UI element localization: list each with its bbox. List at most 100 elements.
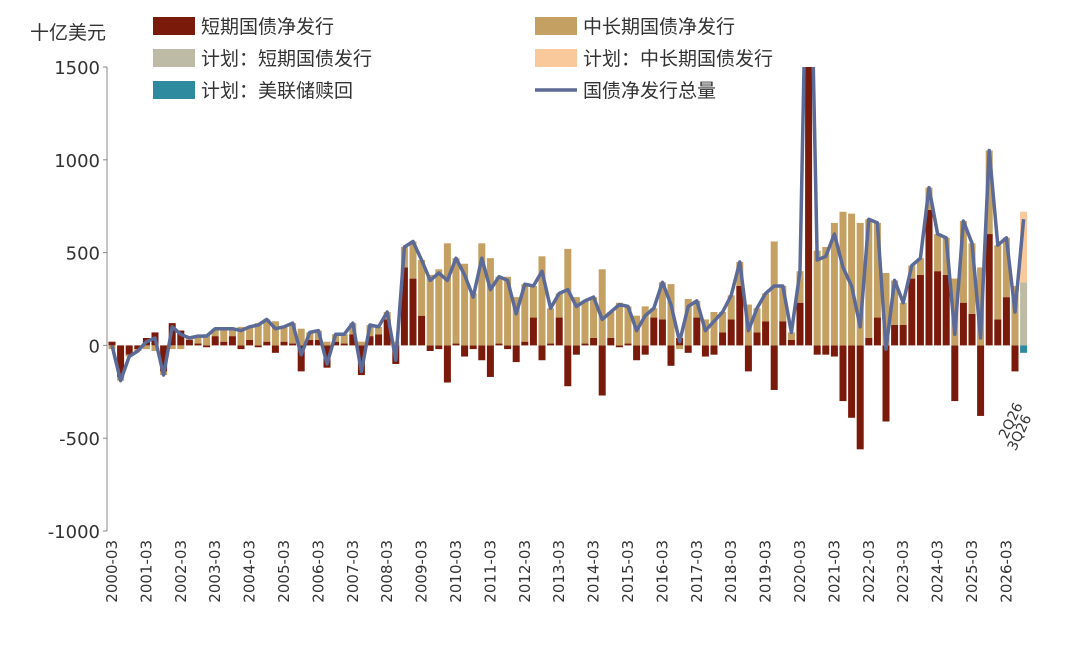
bar (237, 326, 245, 346)
bar (418, 260, 426, 316)
bar (409, 241, 417, 279)
bar (194, 343, 202, 346)
legend-swatch (153, 49, 195, 67)
bar (873, 317, 881, 346)
bar (323, 345, 331, 368)
bar (873, 222, 881, 318)
legend-label: 国债净发行总量 (583, 80, 716, 102)
bar (443, 243, 451, 346)
bar (426, 274, 434, 346)
x-tick-label: 2001-03 (137, 540, 155, 603)
bar (211, 328, 219, 337)
bar (865, 219, 873, 338)
x-tick-label: 2003-03 (206, 540, 224, 603)
bar (426, 345, 434, 351)
bar (762, 321, 770, 346)
y-tick-label: 0 (89, 336, 100, 357)
bar (452, 258, 460, 344)
bar (469, 345, 477, 350)
bar (590, 297, 598, 338)
x-tick-label: 2002-03 (172, 540, 190, 603)
bar (512, 297, 520, 346)
bar (529, 317, 537, 346)
bar (572, 345, 580, 355)
bar (349, 334, 357, 346)
bar (1011, 286, 1019, 346)
legend-swatch (535, 49, 577, 67)
bar (581, 343, 589, 346)
bar (744, 345, 752, 372)
bar (916, 274, 924, 346)
bar (194, 336, 202, 344)
bar (942, 274, 950, 346)
bar (357, 345, 365, 376)
x-tick-label: 2010-03 (447, 540, 465, 603)
bar (400, 267, 408, 346)
bar (667, 345, 675, 366)
bar (555, 293, 563, 318)
bar (495, 276, 503, 344)
bar (607, 311, 615, 338)
bar (168, 345, 176, 350)
bar (676, 345, 684, 350)
bar (177, 345, 185, 350)
bar (624, 343, 632, 346)
bar (899, 302, 907, 325)
bar (203, 334, 211, 346)
bar (142, 345, 150, 350)
bar (822, 247, 830, 346)
bar (160, 345, 168, 372)
bar (934, 271, 942, 346)
bar (314, 339, 322, 346)
x-tick-label: 2022-03 (860, 540, 878, 603)
bar (486, 258, 494, 346)
bar (254, 323, 262, 346)
bar (108, 341, 116, 346)
bar (323, 341, 331, 346)
bar (856, 345, 864, 450)
legend-swatch (535, 17, 577, 35)
bar (521, 284, 529, 342)
bar (375, 334, 383, 346)
bar (899, 324, 907, 346)
x-tick-label: 2025-03 (963, 540, 981, 603)
x-tick-label: 2005-03 (275, 540, 293, 603)
bar (211, 336, 219, 346)
bar (762, 293, 770, 322)
bar (710, 345, 718, 355)
bar (615, 345, 623, 348)
bar (280, 341, 288, 346)
bar (951, 345, 959, 402)
bar (727, 295, 735, 320)
bar (495, 343, 503, 346)
bar (220, 341, 228, 346)
x-tick-label: 2020-03 (791, 540, 809, 603)
y-axis-label: 十亿美元 (30, 22, 106, 44)
bar (271, 321, 279, 346)
x-tick-label: 2007-03 (344, 540, 362, 603)
bar (564, 345, 572, 387)
legend-swatch (153, 81, 195, 99)
bar (366, 336, 374, 346)
bar (1002, 297, 1010, 346)
bar (667, 284, 675, 346)
bar (994, 245, 1002, 320)
bar (719, 332, 727, 346)
bar (478, 243, 486, 346)
bar (985, 150, 993, 235)
bar (1020, 211, 1028, 283)
bar (813, 345, 821, 355)
bar (598, 269, 606, 346)
bar (512, 345, 520, 363)
bar (830, 222, 838, 346)
legend-label: 短期国债净发行 (201, 16, 334, 38)
legend-label: 计划：中长期国债发行 (583, 48, 773, 70)
y-tick-label: 1500 (54, 58, 100, 79)
bar (848, 213, 856, 346)
bar (572, 297, 580, 346)
bar (598, 345, 606, 396)
bar (693, 317, 701, 346)
x-tick-label: 2008-03 (378, 540, 396, 603)
bar (478, 345, 486, 361)
bar (770, 345, 778, 390)
